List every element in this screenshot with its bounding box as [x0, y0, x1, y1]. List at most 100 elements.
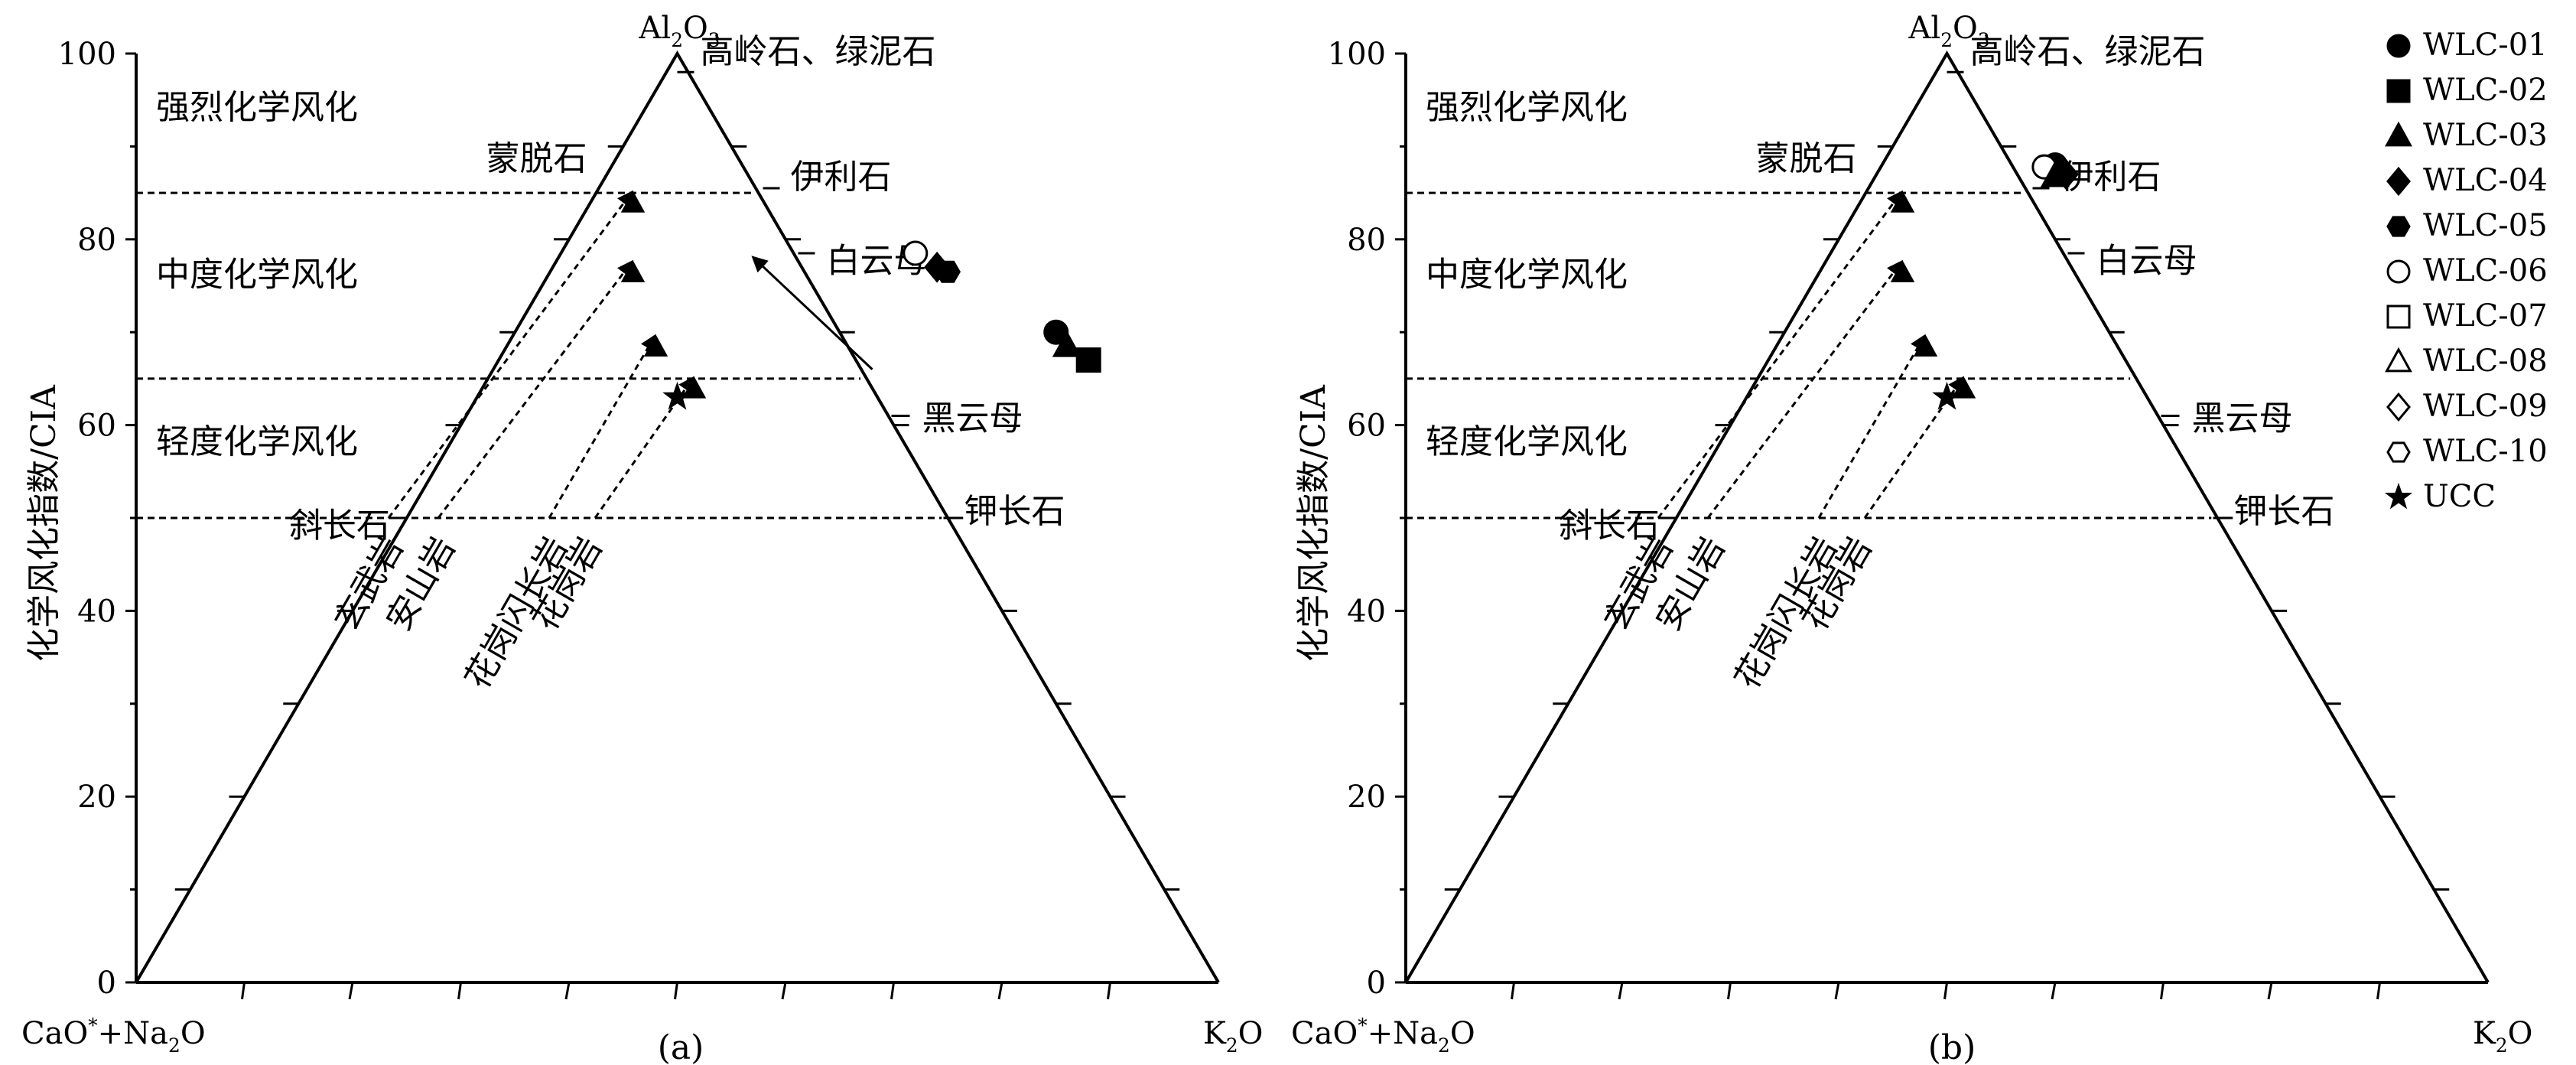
base-tick — [2376, 982, 2381, 1000]
y-tick-label: 0 — [1367, 966, 1386, 1001]
base-tick — [1107, 982, 1111, 1000]
mineral-label: 斜长石 — [1559, 506, 1660, 545]
base-tick — [564, 982, 571, 1000]
y-tick-label: 60 — [77, 409, 116, 444]
mineral-label: 伊利石 — [2060, 158, 2161, 197]
triangle-outline — [1404, 50, 2490, 984]
y-tick-label: 40 — [77, 594, 116, 629]
legend-marker — [2385, 121, 2412, 147]
weathering-trend-arrow — [548, 334, 656, 519]
zone-label: 中度化学风化 — [156, 256, 358, 295]
zone-label: 中度化学风化 — [1426, 256, 1628, 295]
legend-marker — [2386, 79, 2411, 103]
base-tick — [890, 982, 895, 1000]
zone-label: 轻度化学风化 — [156, 422, 358, 461]
sample-point — [1052, 331, 1081, 357]
legend-label: WLC-10 — [2423, 434, 2548, 469]
legend-marker — [2386, 166, 2411, 197]
mineral-label: 高岭石、绿泥石 — [701, 32, 936, 71]
sample-point — [1075, 347, 1101, 373]
legend-label: WLC-06 — [2423, 253, 2548, 288]
y-tick-label: 0 — [97, 966, 116, 1001]
base-tick — [1511, 982, 1515, 1000]
y-axis-label: 化学风化指数/CIA — [24, 384, 63, 662]
sample-point — [2040, 160, 2070, 187]
mineral-label: 斜长石 — [289, 506, 390, 545]
weathering-trend-arrow — [1817, 334, 1926, 519]
base-tick — [1834, 982, 1840, 1000]
base-tick — [1943, 982, 1948, 1000]
base-tick — [997, 982, 1003, 1000]
weathering-trend-arrow — [387, 190, 634, 519]
y-tick-label: 20 — [1347, 780, 1386, 815]
base-tick — [2051, 982, 2057, 1000]
trend-arrowhead — [1890, 191, 1915, 213]
right-corner-label: K2O — [1203, 1016, 1263, 1057]
apex-label: Al2O3 — [1908, 11, 1990, 51]
zone-label: 轻度化学风化 — [1426, 422, 1628, 461]
sample-trend-arrow — [751, 256, 873, 370]
legend-label: WLC-09 — [2423, 389, 2548, 424]
base-tick — [348, 982, 354, 1000]
mineral-label: 黑云母 — [2192, 399, 2293, 438]
zone-label: 强烈化学风化 — [156, 88, 358, 127]
legend-label: WLC-02 — [2423, 73, 2548, 108]
y-tick-label: 80 — [1347, 223, 1386, 258]
left-corner-label: CaO*+Na2O — [1291, 1015, 1475, 1057]
base-tick — [2267, 982, 2273, 1000]
legend-label: WLC-03 — [2423, 118, 2548, 153]
triangle-outline — [135, 50, 1220, 984]
y-tick-label: 100 — [1328, 37, 1386, 72]
panel-subtitle: (a) — [658, 1028, 704, 1065]
right-corner-label: K2O — [2473, 1016, 2532, 1057]
base-tick — [674, 982, 678, 1000]
mineral-label: 蒙脱石 — [486, 139, 587, 178]
legend-marker — [2384, 482, 2413, 510]
y-tick-label: 40 — [1347, 594, 1386, 629]
legend-marker — [2385, 347, 2412, 373]
trend-arrowhead — [1890, 260, 1915, 282]
apex-label: Al2O3 — [639, 11, 720, 51]
legend: WLC-01 WLC-02 WLC-03 WLC-04 WLC-05 WLC-06 WLC-… — [2384, 28, 2548, 514]
mineral-label: 钾长石 — [964, 492, 1065, 531]
sample-point — [1932, 381, 1962, 410]
trend-arrowhead — [620, 191, 646, 213]
legend-label: WLC-05 — [2423, 208, 2548, 243]
legend-marker — [2386, 34, 2411, 58]
base-tick — [781, 982, 787, 1000]
y-tick-label: 60 — [1347, 409, 1386, 444]
mineral-label: 高岭石、绿泥石 — [1970, 32, 2206, 71]
legend-label: WLC-04 — [2423, 163, 2548, 198]
panel-subtitle: (b) — [1928, 1028, 1976, 1065]
sample-point — [935, 260, 961, 283]
base-tick — [1618, 982, 1624, 1000]
mineral-label: 白云母 — [2096, 241, 2197, 280]
y-tick-label: 20 — [77, 780, 116, 815]
zone-label: 强烈化学风化 — [1426, 88, 1628, 127]
base-tick — [1727, 982, 1732, 1000]
mineral-label: 蒙脱石 — [1756, 139, 1857, 178]
mineral-label: 钾长石 — [2234, 492, 2335, 531]
legend-label: WLC-08 — [2423, 344, 2548, 379]
left-corner-label: CaO*+Na2O — [21, 1015, 206, 1057]
legend-marker — [2386, 305, 2411, 329]
legend-marker — [2386, 441, 2411, 463]
mineral-label: 伊利石 — [791, 158, 892, 197]
base-tick — [2160, 982, 2165, 1000]
legend-label: WLC-07 — [2423, 298, 2548, 334]
legend-marker — [2386, 392, 2411, 422]
y-tick-label: 80 — [77, 223, 116, 258]
legend-marker — [2386, 216, 2411, 237]
sample-point — [903, 240, 929, 266]
legend-label: UCC — [2423, 479, 2496, 514]
base-tick — [457, 982, 462, 1000]
weathering-trend-arrow — [1657, 190, 1904, 519]
y-axis-label: 化学风化指数/CIA — [1294, 384, 1333, 662]
trend-arrowhead — [1913, 334, 1938, 357]
trend-arrowhead — [643, 334, 668, 357]
legend-marker — [2386, 259, 2411, 284]
legend-label: WLC-01 — [2423, 28, 2548, 63]
